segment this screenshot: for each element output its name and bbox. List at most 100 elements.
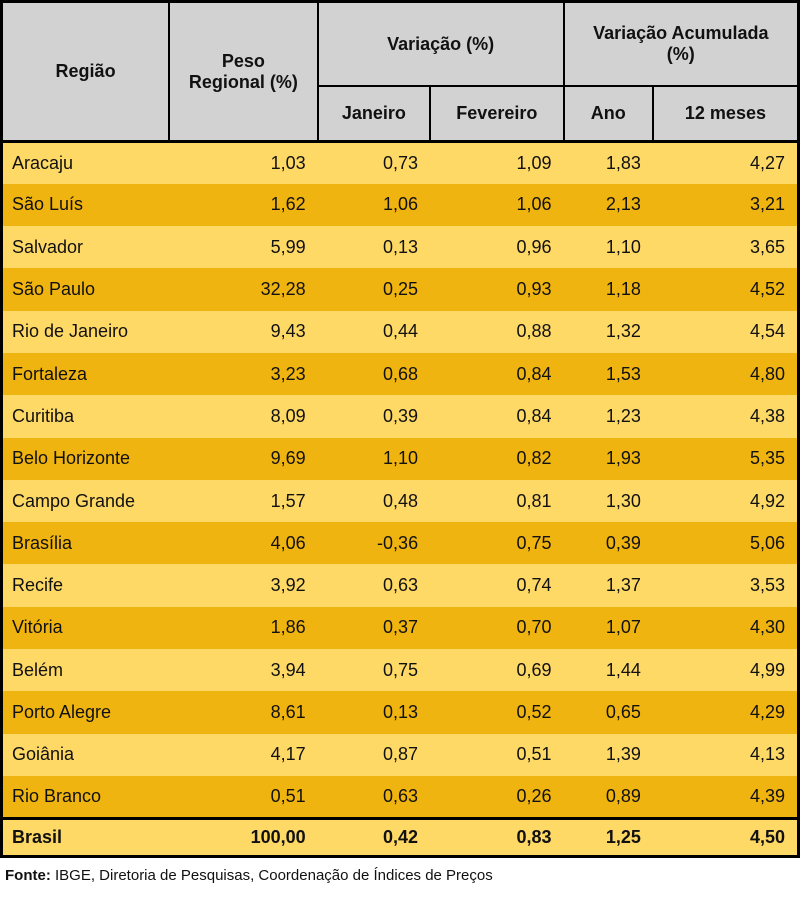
acumulada-12-meses-cell: 4,52	[749, 279, 785, 300]
table-row: Goiânia 4,17 0,87 0,51 1,39 4,13	[1, 733, 799, 776]
variacao-fevereiro-cell: 0,52	[516, 702, 552, 722]
acumulada-ano-cell: 1,93	[605, 448, 641, 469]
variacao-fevereiro-cell: 0,69	[516, 659, 552, 680]
variacao-fevereiro-cell: 1,09	[516, 152, 552, 173]
acumulada-12-meses-cell: 4,38	[749, 405, 785, 426]
peso-regional-cell: 100,00	[250, 826, 306, 847]
region-cell: Belém	[12, 659, 64, 680]
acumulada-ano-cell: 1,37	[605, 575, 641, 596]
variacao-fevereiro-cell: 0,26	[516, 785, 552, 806]
acumulada-ano-cell: 0,89	[605, 785, 641, 806]
acumulada-12-meses-cell: 4,13	[749, 744, 785, 765]
acumulada-ano-cell: 1,10	[605, 236, 641, 257]
variacao-janeiro-cell: 0,44	[383, 321, 419, 342]
variacao-janeiro-cell: 0,48	[383, 490, 419, 511]
table-row: Recife 3,92 0,63 0,74 1,37 3,53	[1, 564, 799, 607]
table-row: Rio de Janeiro 9,43 0,44 0,88 1,32 4,54	[1, 310, 799, 353]
table-row: Curitiba 8,09 0,39 0,84 1,23 4,38	[1, 395, 799, 438]
peso-regional-cell: 1,03	[270, 152, 306, 173]
col-header-12-meses: 12 meses	[651, 85, 800, 143]
variacao-fevereiro-cell: 1,06	[516, 194, 552, 215]
acumulada-12-meses-cell: 4,54	[749, 321, 785, 342]
acumulada-ano-cell: 1,18	[605, 279, 641, 300]
acumulada-ano-cell: 1,53	[605, 363, 641, 384]
region-cell: São Paulo	[12, 279, 96, 300]
regional-price-variation-table: Região Peso Regional (%) Variação (%) Va…	[0, 0, 800, 858]
variacao-janeiro-cell: 0,75	[383, 659, 419, 680]
region-cell: Rio Branco	[12, 785, 102, 806]
acumulada-ano-cell: 1,44	[605, 659, 641, 680]
variacao-fevereiro-cell: 0,51	[516, 744, 552, 765]
variacao-janeiro-cell: 0,37	[383, 617, 419, 638]
peso-regional-cell: 3,23	[270, 363, 306, 384]
variacao-janeiro-cell: 1,06	[383, 194, 419, 215]
peso-regional-cell: 8,09	[270, 405, 306, 426]
acumulada-ano-cell: 1,23	[605, 405, 641, 426]
variacao-fevereiro-cell: 0,82	[516, 448, 552, 469]
col-header-regiao: Região	[0, 0, 171, 143]
variacao-janeiro-cell: 0,13	[383, 702, 419, 722]
acumulada-ano-cell: 0,39	[605, 532, 641, 553]
acumulada-ano-cell: 1,39	[605, 744, 641, 765]
variacao-janeiro-cell: 1,10	[383, 448, 419, 469]
peso-regional-cell: 3,94	[270, 659, 306, 680]
peso-regional-cell: 1,86	[270, 617, 306, 638]
acumulada-ano-cell: 1,32	[605, 321, 641, 342]
variacao-fevereiro-cell: 0,75	[516, 532, 552, 553]
acumulada-12-meses-cell: 4,50	[749, 826, 785, 847]
variacao-fevereiro-cell: 0,70	[516, 617, 552, 638]
col-header-ano: Ano	[562, 85, 654, 143]
col-header-peso-regional: Peso Regional (%)	[168, 0, 319, 143]
acumulada-12-meses-cell: 3,53	[749, 575, 785, 596]
acumulada-12-meses-cell: 4,29	[749, 702, 785, 722]
col-header-fevereiro: Fevereiro	[429, 85, 565, 143]
variacao-janeiro-cell: 0,63	[383, 785, 419, 806]
region-cell: Aracaju	[12, 152, 74, 173]
region-cell: Goiânia	[12, 744, 75, 765]
region-cell: Rio de Janeiro	[12, 321, 129, 342]
peso-regional-cell: 4,17	[270, 744, 306, 765]
variacao-janeiro-cell: 0,63	[383, 575, 419, 596]
table-row: Porto Alegre 8,61 0,13 0,52 0,65 4,29	[1, 691, 799, 734]
acumulada-12-meses-cell: 3,21	[749, 194, 785, 215]
acumulada-12-meses-cell: 4,39	[749, 785, 785, 806]
col-group-variacao: Variação (%)	[316, 0, 565, 87]
table-row: Belo Horizonte 9,69 1,10 0,82 1,93 5,35	[1, 437, 799, 480]
region-cell: Campo Grande	[12, 490, 136, 511]
variacao-fevereiro-cell: 0,84	[516, 405, 552, 426]
region-cell: Curitiba	[12, 405, 75, 426]
variacao-fevereiro-cell: 0,93	[516, 279, 552, 300]
acumulada-12-meses-cell: 5,06	[749, 532, 785, 553]
col-header-janeiro: Janeiro	[316, 85, 432, 143]
acumulada-ano-cell: 1,30	[605, 490, 641, 511]
table-row: São Paulo 32,28 0,25 0,93 1,18 4,52	[1, 268, 799, 311]
variacao-janeiro-cell: 0,25	[383, 279, 419, 300]
variacao-janeiro-cell: -0,36	[377, 532, 419, 553]
acumulada-ano-cell: 0,65	[605, 702, 641, 722]
table-row: Rio Branco 0,51 0,63 0,26 0,89 4,39	[1, 775, 799, 819]
table-header: Região Peso Regional (%) Variação (%) Va…	[0, 0, 800, 143]
table-row: São Luís 1,62 1,06 1,06 2,13 3,21	[1, 183, 799, 227]
region-cell: Recife	[12, 575, 64, 596]
peso-regional-cell: 5,99	[270, 236, 306, 257]
region-cell: Vitória	[12, 617, 63, 638]
variacao-fevereiro-cell: 0,81	[516, 490, 552, 511]
peso-regional-cell: 0,51	[270, 785, 306, 806]
variacao-janeiro-cell: 0,42	[383, 826, 419, 847]
variacao-fevereiro-cell: 0,88	[516, 321, 552, 342]
table-row: Brasil 100,00 0,42 0,83 1,25 4,50	[1, 818, 799, 857]
acumulada-ano-cell: 1,25	[605, 826, 641, 847]
region-cell: São Luís	[12, 194, 84, 215]
variacao-janeiro-cell: 0,13	[383, 236, 419, 257]
peso-regional-cell: 3,92	[270, 575, 306, 596]
region-cell: Fortaleza	[12, 363, 88, 384]
region-cell: Porto Alegre	[12, 702, 112, 722]
acumulada-12-meses-cell: 4,27	[749, 152, 785, 173]
acumulada-12-meses-cell: 5,35	[749, 448, 785, 469]
acumulada-12-meses-cell: 4,30	[749, 617, 785, 638]
acumulada-ano-cell: 1,07	[605, 617, 641, 638]
variacao-fevereiro-cell: 0,74	[516, 575, 552, 596]
table-row: Campo Grande 1,57 0,48 0,81 1,30 4,92	[1, 479, 799, 523]
peso-regional-cell: 32,28	[260, 279, 306, 300]
